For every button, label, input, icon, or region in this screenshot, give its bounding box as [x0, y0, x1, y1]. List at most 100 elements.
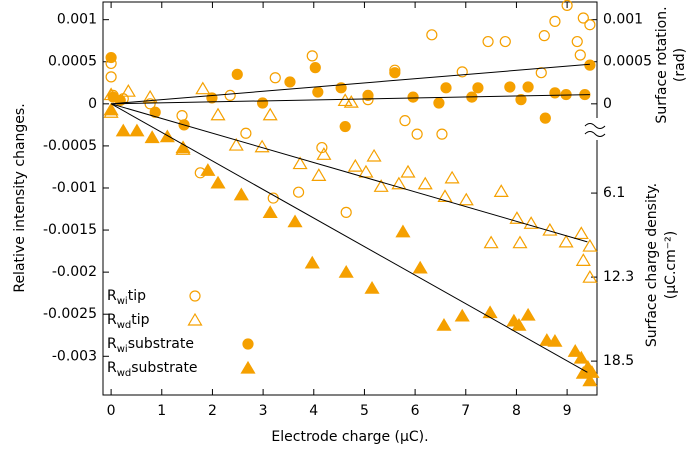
- legend-label-base: R: [107, 336, 117, 352]
- marker: [309, 62, 321, 74]
- marker: [312, 86, 324, 98]
- marker: [340, 206, 352, 218]
- marker: [436, 317, 452, 331]
- marker: [582, 238, 598, 252]
- marker: [144, 98, 156, 110]
- y-tick-label: -0.002: [52, 264, 97, 280]
- marker: [105, 71, 117, 83]
- x-tick-label: 7: [461, 403, 470, 419]
- marker: [176, 110, 188, 122]
- marker: [584, 59, 596, 71]
- marker: [231, 68, 243, 80]
- marker: [224, 89, 236, 102]
- marker: [509, 211, 525, 224]
- marker: [399, 115, 411, 127]
- marker: [395, 224, 411, 238]
- charge-axis-label: (µC.cm⁻²): [663, 231, 679, 299]
- marker: [549, 87, 561, 99]
- legend-marker: [187, 312, 203, 326]
- marker: [292, 186, 305, 198]
- marker: [577, 12, 589, 24]
- marker: [515, 94, 527, 106]
- marker: [338, 264, 354, 278]
- marker: [411, 128, 423, 140]
- marker: [482, 35, 494, 48]
- marker: [210, 107, 226, 121]
- marker: [400, 164, 416, 178]
- marker: [582, 373, 598, 387]
- marker: [347, 158, 363, 172]
- rotation-axis-label: Surface rotation.: [654, 6, 670, 123]
- charge-tick-label: 18.5: [603, 353, 634, 369]
- marker: [391, 176, 407, 190]
- y-tick-label: -0.0005: [43, 138, 97, 154]
- y-tick-label: -0.0025: [43, 306, 97, 322]
- marker: [417, 176, 433, 190]
- marker: [149, 106, 161, 118]
- marker: [522, 81, 534, 93]
- marker: [493, 184, 509, 197]
- marker: [210, 175, 226, 189]
- marker: [482, 305, 498, 319]
- y-axis-label: Relative intensity changes.: [12, 103, 28, 292]
- x-tick-label: 3: [259, 403, 268, 419]
- marker: [567, 344, 583, 357]
- marker: [584, 19, 596, 31]
- marker: [200, 163, 216, 176]
- marker: [538, 30, 550, 42]
- marker: [444, 170, 460, 184]
- marker: [337, 93, 353, 107]
- marker: [129, 123, 145, 137]
- marker: [549, 15, 561, 27]
- marker: [520, 307, 536, 321]
- marker: [407, 91, 419, 103]
- marker: [574, 49, 586, 61]
- marker: [561, 0, 573, 11]
- x-tick-label: 8: [512, 403, 521, 419]
- marker: [512, 235, 528, 249]
- y-tick-label: 0.0005: [48, 54, 97, 70]
- marker: [575, 253, 591, 266]
- legend-label-sub: wi: [117, 296, 128, 307]
- marker: [436, 128, 448, 140]
- fit-line: [111, 63, 590, 105]
- legend-label-sub: wd: [117, 368, 132, 379]
- marker: [366, 148, 382, 162]
- marker: [456, 66, 468, 78]
- legend-marker: [240, 360, 256, 374]
- marker: [389, 67, 401, 79]
- marker: [343, 94, 359, 108]
- marker: [316, 147, 332, 160]
- legend-label-rest: substrate: [128, 336, 194, 352]
- marker: [362, 89, 374, 102]
- marker: [454, 308, 470, 322]
- marker: [269, 72, 281, 84]
- x-tick-label: 2: [208, 403, 217, 419]
- marker: [535, 67, 547, 79]
- marker: [573, 226, 589, 240]
- rotation-tick-label: 0: [603, 96, 612, 112]
- x-tick-label: 6: [411, 403, 420, 419]
- x-tick-label: 1: [157, 403, 166, 419]
- y-tick-label: 0.001: [57, 12, 97, 28]
- y-tick-label: -0.003: [52, 348, 97, 364]
- marker: [433, 97, 445, 109]
- marker: [262, 107, 278, 121]
- marker: [558, 234, 574, 248]
- y-tick-label: -0.0015: [43, 222, 97, 238]
- marker: [306, 50, 318, 62]
- y-tick-label: 0: [88, 96, 97, 112]
- axis-break: [584, 123, 606, 137]
- marker: [142, 89, 158, 103]
- marker: [523, 216, 539, 229]
- marker: [437, 189, 453, 202]
- marker: [267, 192, 279, 204]
- x-tick-label: 4: [309, 403, 318, 419]
- legend-label-base: R: [107, 288, 117, 304]
- legend-label-sub: wi: [117, 344, 128, 355]
- x-tick-label: 9: [563, 403, 572, 419]
- marker: [240, 127, 252, 139]
- legend-label-rest: tip: [131, 312, 149, 328]
- marker: [511, 317, 527, 331]
